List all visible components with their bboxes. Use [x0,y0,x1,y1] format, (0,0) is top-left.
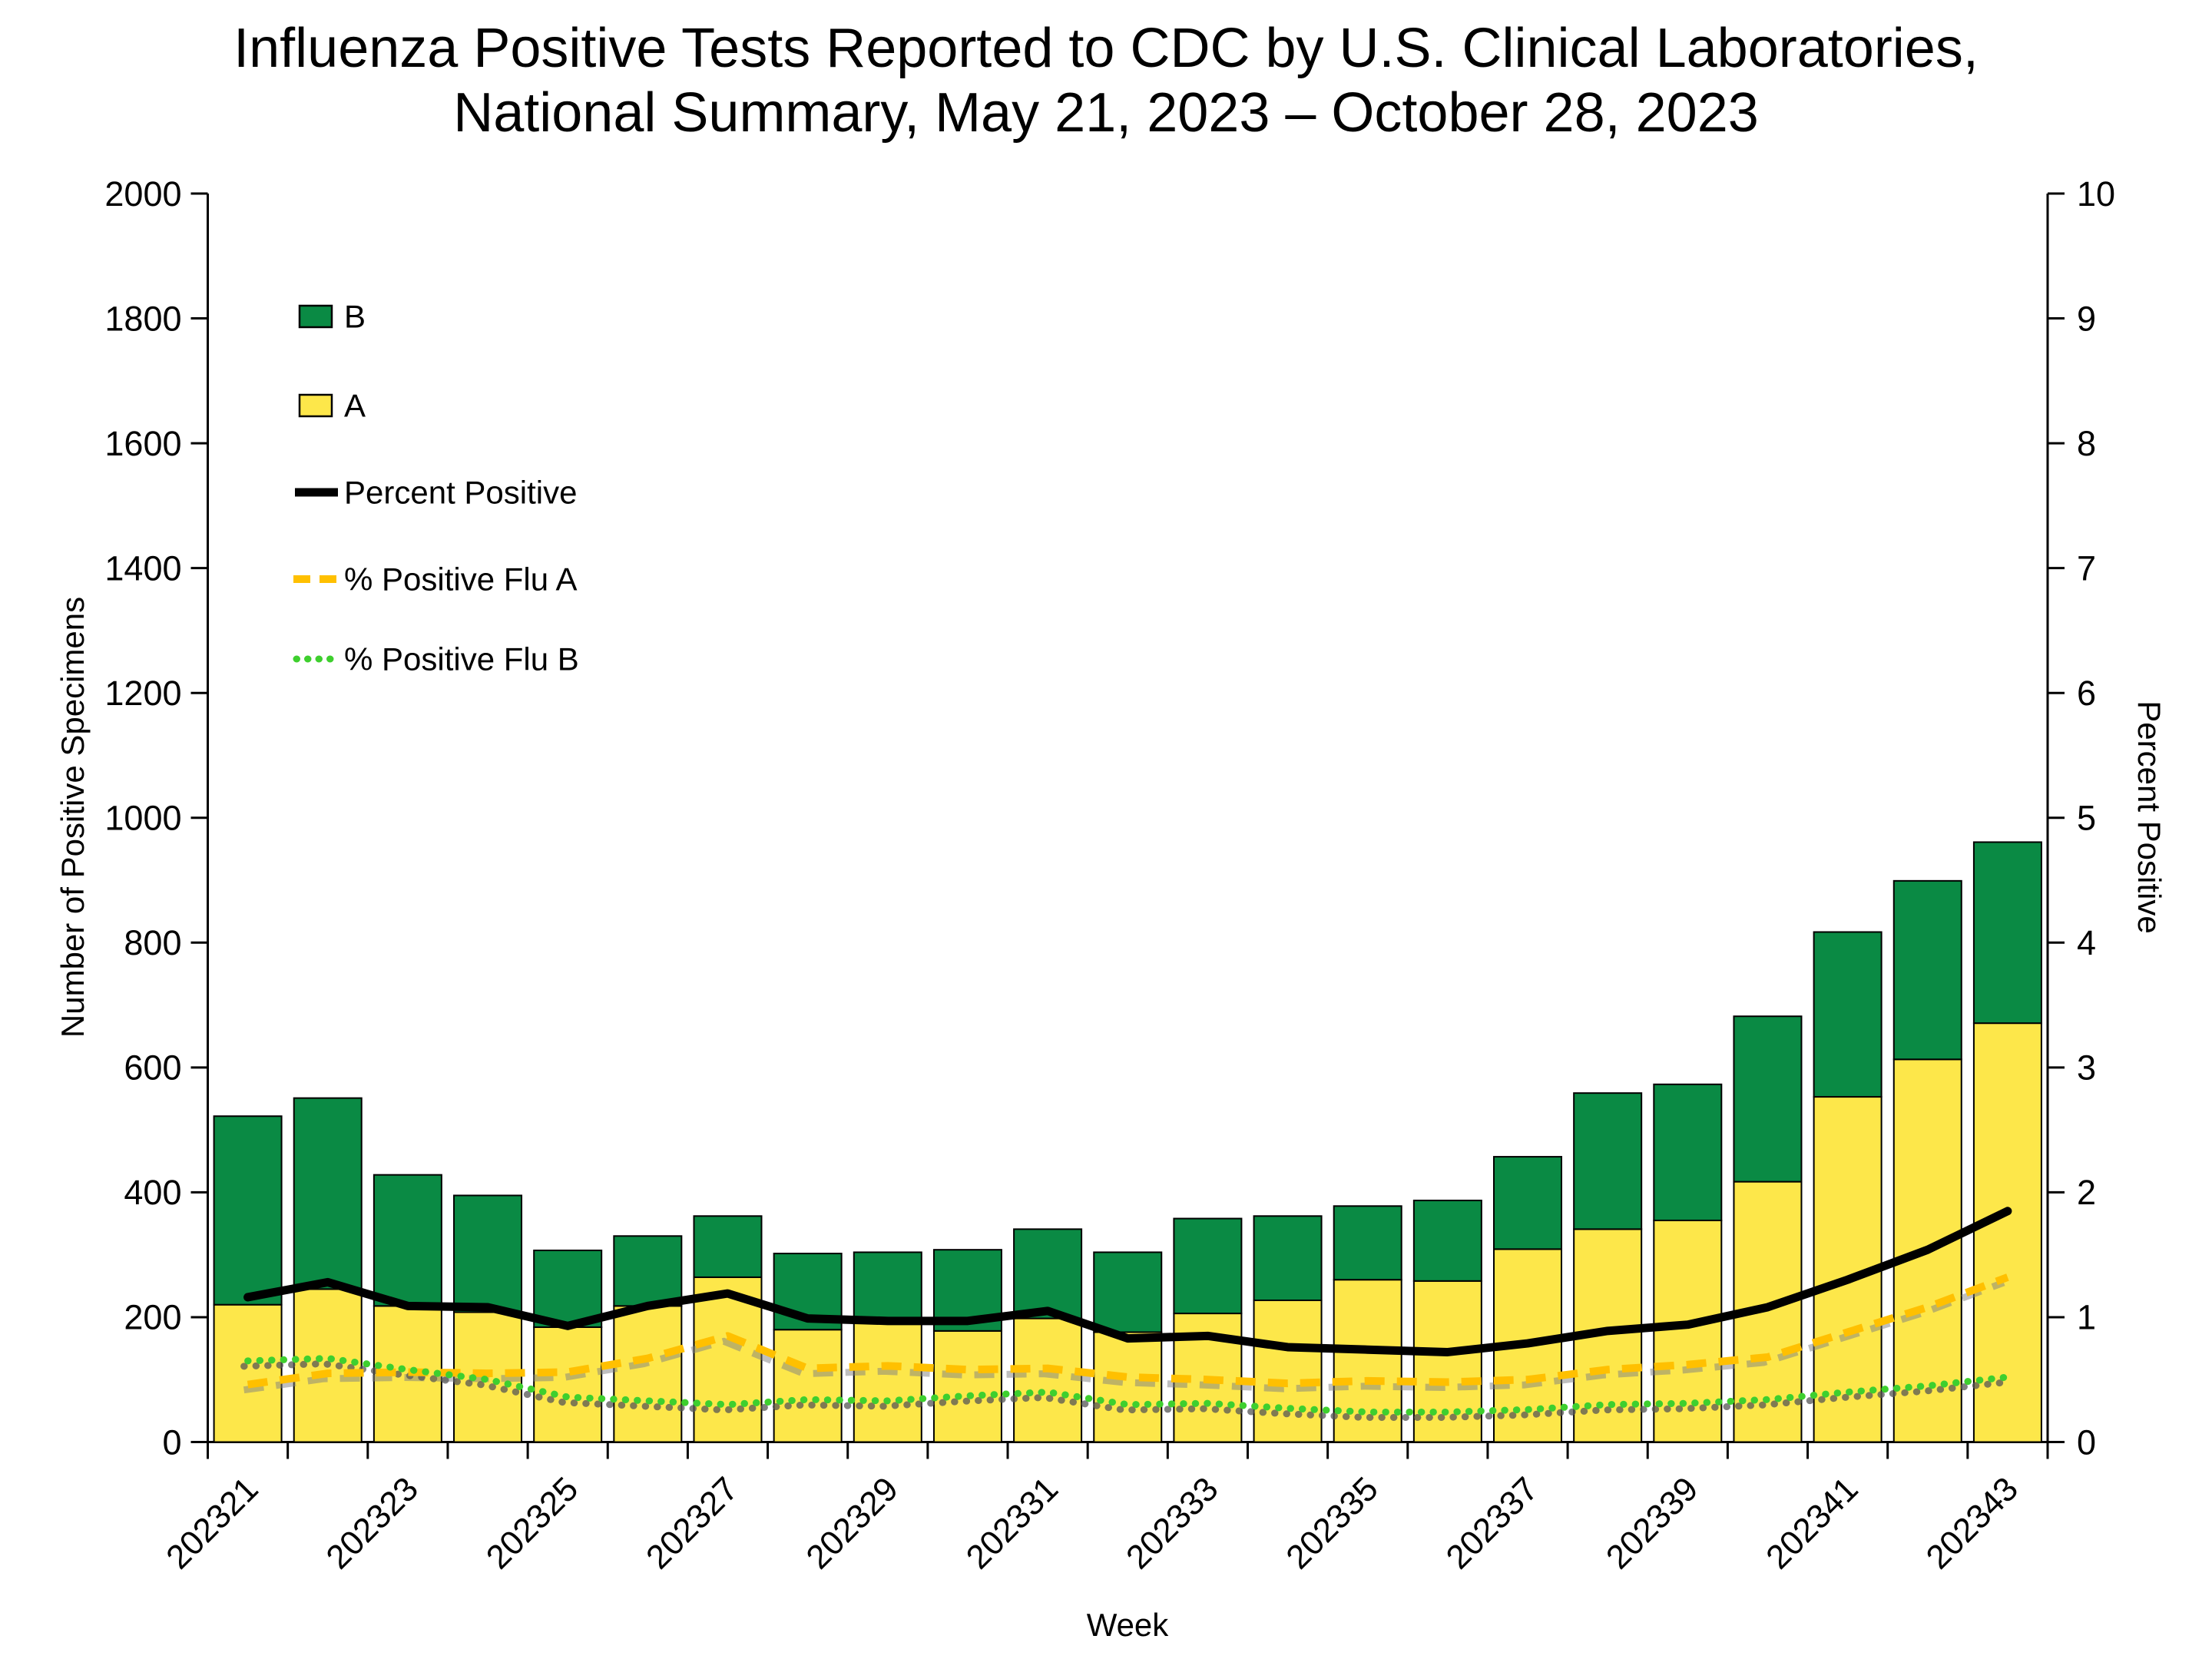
x-tick-label: 202323 [319,1470,425,1576]
y-right-tick-label: 10 [2077,174,2115,214]
pct-flu-a-line [247,1273,2009,1389]
bar-flu-b [1333,1205,1402,1281]
bar-flu-a [773,1329,843,1443]
legend-label: % Positive Flu B [344,641,579,677]
y-left-tick-label: 1800 [104,299,181,338]
bar-flu-b [1573,1092,1643,1230]
y-right-tick-label: 7 [2077,548,2096,588]
legend-label: % Positive Flu A [344,561,577,598]
bar-flu-a [1093,1331,1163,1443]
percent-positive-line [243,1207,2012,1356]
y-left-tick-label: 1600 [104,424,181,463]
bar-flu-b [693,1215,763,1278]
x-tick-label: 202337 [1439,1470,1545,1576]
y-left-tick-label: 400 [124,1173,181,1212]
x-tick-label: 202327 [639,1470,745,1576]
x-tick-label: 202341 [1759,1470,1865,1576]
y-right-tick-label: 3 [2077,1048,2096,1088]
y-right-tick-label: 6 [2077,674,2096,713]
bar-flu-b [1733,1015,1803,1183]
bar-flu-b [1173,1217,1243,1315]
bar-flu-b [373,1174,442,1307]
y-right-tick-label: 5 [2077,799,2096,838]
y-left-tick-label: 800 [124,923,181,962]
x-axis: 202321 202323 202325 202327 202329 202331 2023… [159,1442,2049,1576]
bar-flu-a [1972,1022,2042,1443]
bar-flu-b [1493,1156,1563,1250]
legend-marker-B [298,304,333,329]
bar-flu-b [853,1251,922,1322]
bars [213,841,2042,1443]
x-tick-label: 202329 [799,1470,905,1576]
pct-flu-b-shadow [240,1360,2008,1421]
x-tick-label: 202335 [1279,1470,1385,1576]
legend-label: A [344,388,366,424]
bar-flu-b [1093,1251,1163,1333]
bar-flu-a [213,1303,283,1443]
legend-label: B [344,299,366,335]
bar-flu-a [932,1330,1002,1443]
bar-flu-b [1253,1215,1323,1302]
bar-flu-b [1972,841,2042,1025]
x-axis-title: Week [1086,1607,1169,1643]
x-tick-label: 202343 [1919,1470,2025,1576]
legend: B A Percent Positive % Positive Flu A % Posi… [293,299,579,677]
y-right-tick-label: 8 [2077,424,2096,463]
bar-flu-b [453,1194,523,1313]
pct-flu-b-line [244,1355,2012,1416]
y-right-tick-label: 4 [2077,923,2096,962]
y-right-tick-label: 2 [2077,1173,2096,1212]
x-tick-label: 202321 [159,1470,265,1576]
y-left-tick-label: 0 [162,1422,181,1462]
legend-marker-A [298,393,333,418]
bar-flu-a [1412,1280,1482,1443]
legend-label: Percent Positive [344,475,577,511]
y-left-tick-label: 600 [124,1048,181,1088]
series-lines [240,1207,2012,1421]
x-tick-label: 202333 [1119,1470,1225,1576]
chart-title: Influenza Positive Tests Reported to CDC… [0,17,2212,145]
chart-title-line2: National Summary, May 21, 2023 – October… [453,81,1759,144]
y-right-tick-label: 0 [2077,1422,2096,1462]
y-left-tick-label: 1400 [104,548,181,588]
y-left-tick-label: 1200 [104,674,181,713]
x-tick-label: 202331 [959,1470,1065,1576]
bar-flu-b [1892,879,1962,1061]
pct-flu-a-shadow [243,1279,2005,1394]
bar-flu-b [1813,931,1883,1098]
bar-flu-a [853,1320,922,1443]
chart-title-line1: Influenza Positive Tests Reported to CDC… [233,18,1979,79]
x-tick-label: 202339 [1599,1470,1705,1576]
y-left-tick-label: 2000 [104,174,181,214]
y-left-tick-label: 1000 [104,799,181,838]
bar-flu-b [213,1115,283,1306]
y-right-tick-label: 9 [2077,299,2096,338]
y-left-tick-label: 200 [124,1298,181,1337]
y-right-tick-label: 1 [2077,1298,2096,1337]
bar-flu-b [1013,1228,1083,1320]
bar-flu-b [1412,1199,1482,1282]
y-right-axis: 0 1 2 3 4 5 6 7 8 9 10 [2048,174,2115,1462]
bar-flu-b [613,1235,683,1307]
bar-flu-a [613,1305,683,1443]
bar-flu-a [1013,1317,1083,1443]
y-left-axis: 0 200 400 600 800 1000 1200 1400 1600 1800 2000 [104,174,208,1462]
bar-flu-a [533,1326,603,1443]
bar-flu-b [293,1097,363,1290]
bar-flu-b [533,1249,603,1328]
bar-flu-a [1253,1300,1323,1443]
bar-flu-b [1653,1083,1723,1221]
x-tick-label: 202325 [479,1470,585,1576]
